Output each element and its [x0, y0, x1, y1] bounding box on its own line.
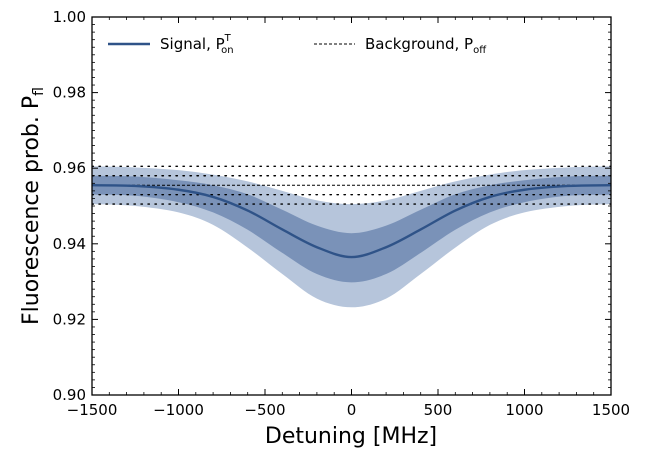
x-tick-label: 1500	[592, 401, 630, 419]
signal-band-inner	[92, 175, 611, 283]
confidence-bands	[92, 166, 611, 308]
x-tick-label: 1000	[505, 401, 543, 419]
y-tick-label: 1.00	[53, 8, 86, 26]
y-tick-label: 0.96	[53, 159, 86, 177]
x-axis-label: Detuning [MHz]	[265, 424, 437, 449]
y-axis-label: Fluorescence prob. Pfl	[19, 87, 47, 325]
legend-background-label: Background, Poff	[365, 35, 487, 56]
y-tick-label: 0.94	[53, 235, 86, 253]
series-lines	[92, 165, 611, 259]
x-tick-label: −1500	[67, 401, 118, 419]
y-tick-label: 0.90	[53, 386, 86, 404]
legend: Signal, PT on Background, Poff	[108, 33, 487, 56]
legend-signal-label: Signal, PT on	[160, 33, 234, 56]
y-tick-label: 0.98	[53, 84, 86, 102]
x-tick-label: 500	[424, 401, 453, 419]
y-tick-label: 0.92	[53, 310, 86, 328]
x-tick-label: 0	[347, 401, 357, 419]
signal-line	[92, 184, 611, 259]
x-tick-label: −500	[244, 401, 285, 419]
x-tick-label: −1000	[153, 401, 204, 419]
axis-ticks: −1500 −1000 −500 0 500 1000 1500 0.90 0.92 0.94 0.…	[53, 8, 631, 419]
